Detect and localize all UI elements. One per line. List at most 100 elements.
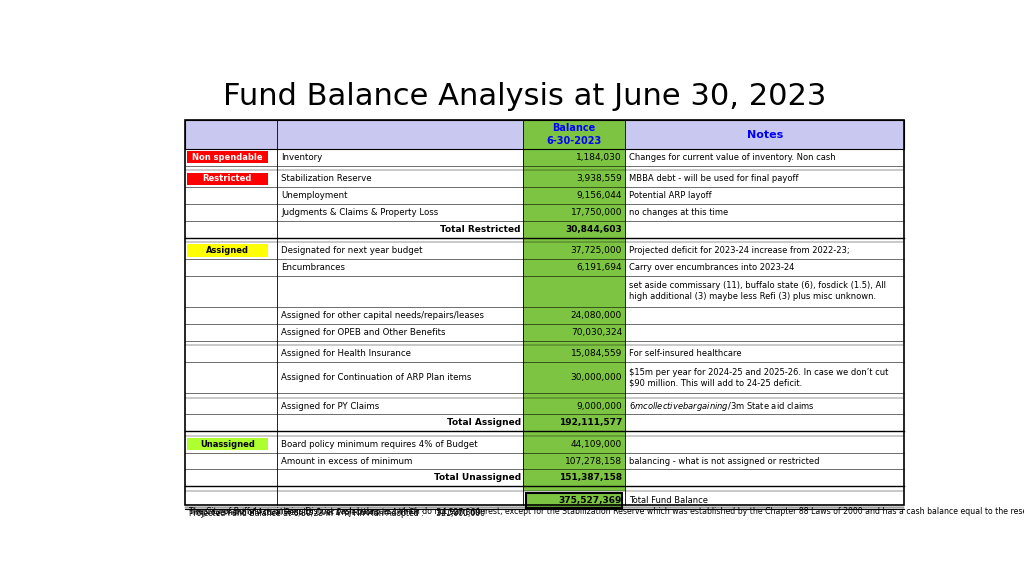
Bar [185,486,904,491]
Text: Unassigned: Unassigned [200,439,255,449]
Bar [185,435,904,453]
Text: 15,084,559: 15,084,559 [570,349,622,358]
Text: Assigned for Health Insurance: Assigned for Health Insurance [282,349,412,358]
Bar [523,242,626,259]
Text: Projected deficit for 2023-24 increase from 2022-23;: Projected deficit for 2023-24 increase f… [629,246,850,255]
Text: Potential ARP layoff: Potential ARP layoff [629,191,712,200]
Bar [186,438,267,450]
Text: Non spendable: Non spendable [191,153,262,162]
Bar [523,486,626,491]
Bar [185,242,904,259]
Bar [185,397,904,415]
Bar [523,324,626,340]
Text: 9,156,044: 9,156,044 [577,191,622,200]
Bar [523,415,626,431]
Text: Inventory: Inventory [282,153,323,162]
Text: Stabilization Reserve: Stabilization Reserve [282,174,372,183]
Bar [523,435,626,453]
Bar [523,149,626,166]
Bar [185,453,904,469]
Bar [523,393,626,397]
Text: Total Fund Balance: Total Fund Balance [629,495,709,505]
Text: 30,844,603: 30,844,603 [565,225,622,234]
Bar [186,173,267,185]
Bar [185,204,904,221]
Bar [523,397,626,415]
Text: Projected Fund Balance at 6/30/23 in 4 Yr Fin Plan Adopted :     321,000,000: Projected Fund Balance at 6/30/23 in 4 Y… [189,509,485,518]
Bar [523,221,626,238]
Text: 3,938,559: 3,938,559 [577,174,622,183]
Text: Assigned: Assigned [206,246,249,255]
Text: Judgments & Claims & Property Loss: Judgments & Claims & Property Loss [282,208,438,217]
Text: Notes: Notes [746,130,782,139]
Text: The City of Buffalo maintains District cash balances, which do not earn interest: The City of Buffalo maintains District c… [189,507,1024,516]
Text: Assigned for Continuation of ARP Plan items: Assigned for Continuation of ARP Plan it… [282,373,471,382]
Bar [185,491,904,509]
Text: balancing - what is not assigned or restricted: balancing - what is not assigned or rest… [629,457,819,465]
Text: $15m per year for 2024-25 and 2025-26. In case we don’t cut
$90 million. This wi: $15m per year for 2024-25 and 2025-26. I… [629,367,889,388]
Text: Board policy minimum requires 4% of Budget: Board policy minimum requires 4% of Budg… [282,439,478,449]
Bar [185,221,904,238]
Bar [185,505,904,509]
Text: Changes for current value of inventory. Non cash: Changes for current value of inventory. … [629,153,836,162]
Text: 9,000,000: 9,000,000 [577,401,622,411]
Text: 151,387,158: 151,387,158 [559,473,622,482]
Bar [523,431,626,435]
Text: 107,278,158: 107,278,158 [565,457,622,465]
Text: Assigned for other capital needs/repairs/leases: Assigned for other capital needs/repairs… [282,311,484,320]
Bar [185,238,904,242]
Text: 24,080,000: 24,080,000 [570,311,622,320]
Bar [523,166,626,170]
Text: MBBA debt - will be used for final payoff: MBBA debt - will be used for final payof… [629,174,799,183]
Bar [186,151,267,164]
Text: 6,191,694: 6,191,694 [577,263,622,272]
Bar [523,453,626,469]
Text: 192,111,577: 192,111,577 [559,418,622,427]
Text: Amount in excess of minimum: Amount in excess of minimum [282,457,413,465]
Bar [185,345,904,362]
Bar [523,340,626,345]
Bar [185,187,904,204]
Text: Designated for next year budget: Designated for next year budget [282,246,423,255]
Bar [185,393,904,397]
Bar [523,120,626,149]
Bar [186,244,267,256]
Bar [185,170,904,187]
Bar [523,345,626,362]
Bar [185,307,904,324]
Bar [185,259,904,276]
Bar [523,307,626,324]
Bar [185,340,904,345]
Text: Total Assigned: Total Assigned [446,418,520,427]
Bar [523,259,626,276]
Bar [185,276,904,307]
Bar [523,276,626,307]
Text: *Improvement of Actual Results Over Projections in 4 Yr Fir       54,527,369: *Improvement of Actual Results Over Proj… [189,508,480,517]
Text: Fund Balance Analysis at June 30, 2023: Fund Balance Analysis at June 30, 2023 [223,82,826,111]
Text: Assigned for PY Claims: Assigned for PY Claims [282,401,379,411]
Bar [185,415,904,431]
Bar [185,166,904,170]
Bar [185,120,904,505]
Bar [523,187,626,204]
Text: Total Restricted: Total Restricted [440,225,520,234]
Bar [523,204,626,221]
Bar [185,469,904,486]
Text: Assigned for OPEB and Other Benefits: Assigned for OPEB and Other Benefits [282,328,445,337]
Text: For self-insured healthcare: For self-insured healthcare [629,349,741,358]
Bar [523,362,626,393]
Text: no changes at this time: no changes at this time [629,208,728,217]
Text: 37,725,000: 37,725,000 [570,246,622,255]
Bar [526,492,622,507]
Text: Total Unassigned: Total Unassigned [433,473,520,482]
Bar [185,431,904,435]
Text: 70,030,324: 70,030,324 [570,328,622,337]
Bar [185,362,904,393]
Bar [523,469,626,486]
Text: Encumbrances: Encumbrances [282,263,345,272]
Bar [523,238,626,242]
Text: $6m collective bargaining / $3m State aid claims: $6m collective bargaining / $3m State ai… [629,400,815,412]
Bar [523,170,626,187]
Text: 375,527,369: 375,527,369 [559,495,622,505]
Text: Unemployment: Unemployment [282,191,347,200]
